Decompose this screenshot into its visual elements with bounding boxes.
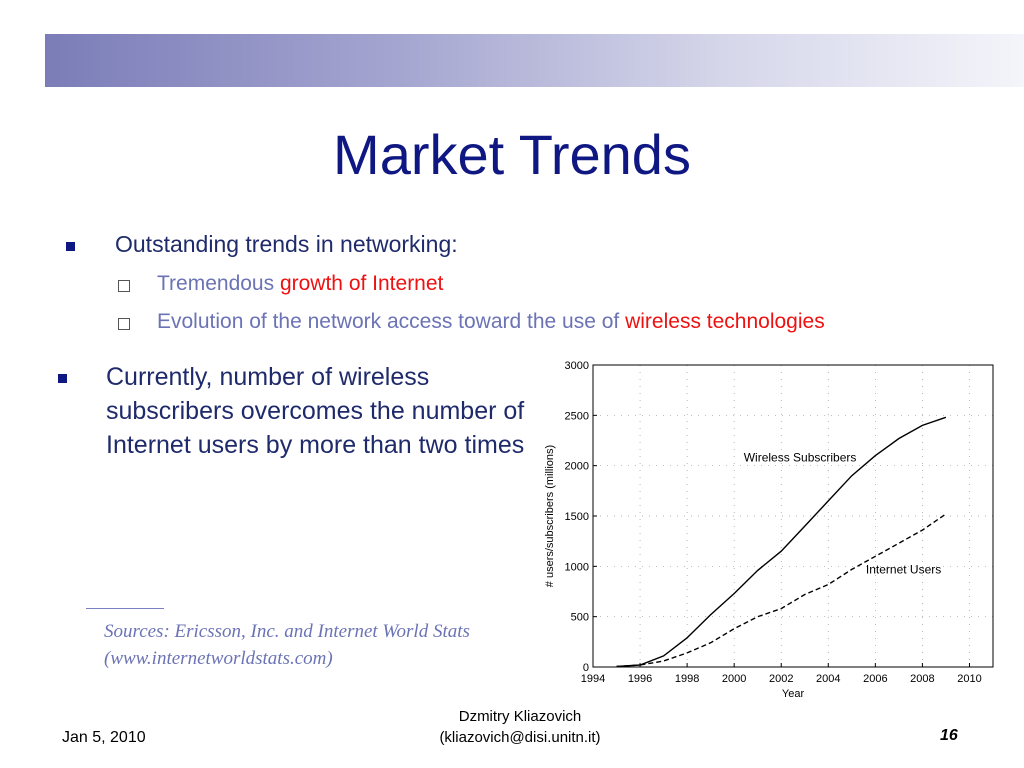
y-tick-label: 2500: [565, 410, 589, 422]
series-line-wireless-subscribers: [616, 416, 947, 668]
hollow-square-icon: [118, 280, 130, 292]
subbullet-growth: Tremendous growth of Internet: [157, 272, 443, 296]
footer-page-number: 16: [940, 727, 958, 744]
sources-divider: [86, 608, 164, 609]
sources-note: Sources: Ericsson, Inc. and Internet Wor…: [104, 621, 470, 669]
hollow-square-icon: [118, 318, 130, 330]
bullet-outstanding-trends: Outstanding trends in networking:: [115, 231, 458, 257]
bullet-square-icon: [66, 242, 75, 251]
y-axis-label: # users/subscribers (millions): [544, 445, 556, 587]
footer-author-name: Dzmitry Kliazovich: [458, 708, 582, 725]
series-line-internet-users: [616, 513, 947, 668]
growth-chart: 0 500 1000 1500 2000 2500 3000 1994 1996 1998 2000…: [544, 360, 994, 700]
x-tick-label: 2002: [769, 673, 793, 685]
y-tick-label: 3000: [565, 360, 589, 372]
header-band: [45, 34, 1024, 87]
bullet-currently: Currently, number of wireless subscriber…: [106, 363, 525, 459]
subbullet-wireless-highlight: wireless technologies: [625, 310, 825, 333]
annotation-wireless-subscribers: Wireless Subscribers: [744, 451, 857, 465]
x-tick-label: 2006: [863, 673, 887, 685]
x-tick-label: 1996: [628, 673, 652, 685]
footer-date: Jan 5, 2010: [62, 729, 146, 746]
subbullet-growth-prefix: Tremendous: [157, 272, 280, 295]
x-tick-label: 2004: [816, 673, 840, 685]
x-tick-label: 1998: [675, 673, 699, 685]
footer-author-email: (kliazovich@disi.unitn.it): [439, 729, 601, 746]
slide-title: Market Trends: [333, 123, 691, 186]
annotation-internet-users: Internet Users: [866, 562, 941, 576]
y-tick-label: 1500: [565, 511, 589, 523]
x-tick-label: 1994: [581, 673, 605, 685]
x-tick-label: 2010: [957, 673, 981, 685]
x-tick-label: 2000: [722, 673, 746, 685]
y-tick-label: 500: [571, 612, 589, 624]
footer-author: Dzmitry Kliazovich (kliazovich@disi.unit…: [420, 706, 620, 748]
subbullet-wireless-prefix: Evolution of the network access toward t…: [157, 310, 626, 333]
bullet-square-icon: [58, 374, 67, 383]
subbullet-wireless: Evolution of the network access toward t…: [157, 310, 825, 334]
x-axis-label: Year: [782, 688, 805, 700]
subbullet-growth-highlight: growth of Internet: [279, 272, 444, 295]
y-tick-label: 2000: [565, 461, 589, 473]
x-tick-label: 2008: [910, 673, 934, 685]
y-tick-label: 0: [583, 662, 589, 674]
y-tick-label: 1000: [565, 561, 589, 573]
plot-frame: [592, 364, 994, 668]
